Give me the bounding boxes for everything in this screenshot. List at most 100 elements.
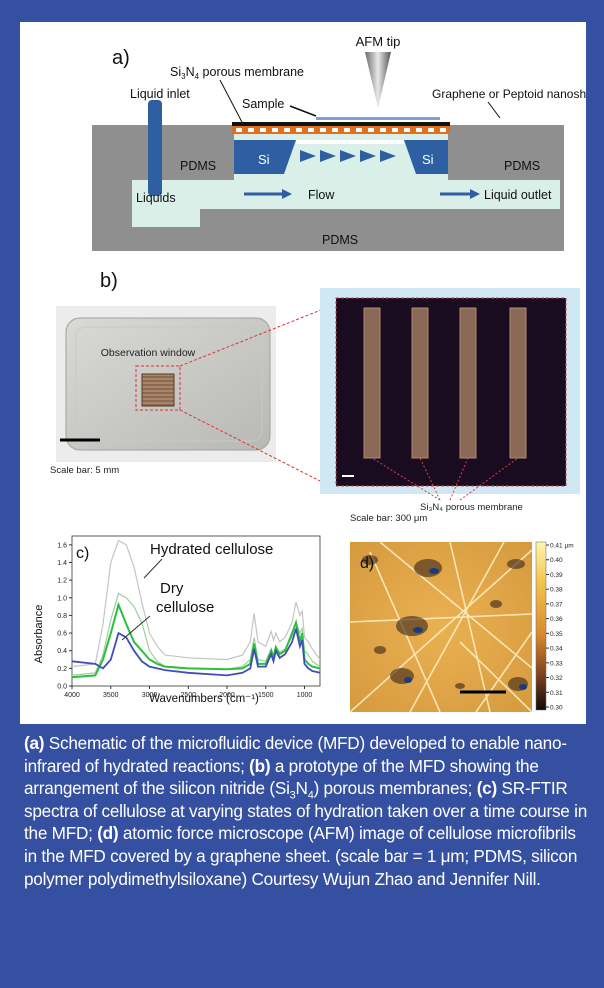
hydrated-label: Hydrated cellulose [150,541,273,558]
colorbar-tick-label: 0.39 [550,572,563,579]
sample-pointer [289,105,317,117]
colorbar-tick-label: 0.34 [550,646,563,653]
outlet-arrow-head [470,189,480,199]
zoom-box [135,365,181,411]
figure-caption: (a) Schematic of the microfluidic device… [24,732,588,890]
caption-sub-3: 3 [289,789,296,802]
colorbar-tick-label: 0.32 [550,675,563,682]
caption-a-label: (a) [24,733,45,753]
microfibrils [349,541,533,713]
y-tick-label: 1.6 [57,542,67,549]
membrane-pointers [371,457,519,501]
caption-a-text: Schematic of the microfluidic device (MF… [24,733,567,776]
spectrum-line-2 [71,592,321,676]
colorbar-tick-label: 0.35 [550,631,563,638]
x-tick-label: 1500 [258,692,274,699]
colorbar-tick-label: 0.36 [550,616,563,623]
zoom-line-bottom [179,409,327,485]
flow-arrows [300,150,396,162]
sample-label: Sample [242,97,284,111]
liquid-channel [132,180,560,227]
y-tick-label: 1.4 [57,560,67,567]
caption-b-text-1: a prototype of the MFD showing the arran… [24,755,539,799]
liquid-outlet-label: Liquid outlet [484,188,552,202]
panel-a-schematic: a) AFM tip Si3N4 porous membrane Sample … [92,34,603,251]
membrane-strip [232,126,450,134]
pdms-bottom-label: PDMS [322,233,358,247]
y-tick-label: 0.6 [57,631,67,638]
caption-sub-4: 4 [307,789,314,802]
x-tick-label: 2500 [180,692,196,699]
colorbar-tick-label: 0.40 [550,557,563,564]
liquids-label: Liquids [136,191,176,205]
afm-tip-label: AFM tip [356,34,401,49]
y-tick-label: 0.0 [57,684,67,691]
ftir-chart: 4000 3500 3000 2500 2000 1500 1000 0.0 0.2 0.4 0.6… [57,535,321,699]
si-block-right [404,140,448,174]
panel-d-label: d) [360,555,374,572]
y-tick-label: 0.2 [57,666,67,673]
caption-d-label: (d) [97,823,119,844]
membrane-top-layer [232,122,450,126]
nanosheet-label: Graphene or Peptoid nanosheet [432,87,586,101]
spectrum-line-4 [71,628,321,677]
panel-b-label: b) [100,270,118,292]
x-tick-label: 3500 [103,692,119,699]
caption-b-label: (b) [249,755,271,776]
dry-pointer [121,615,151,641]
colorbar-tick-label: 0.33 [550,660,563,667]
y-tick-label: 1.0 [57,595,67,602]
membrane-window [296,140,404,144]
x-axis-label: Wavenumbers (cm⁻¹) [149,693,259,705]
colorbar-tick-label: 0.31 [550,690,563,697]
dry-label-1: Dry [160,580,184,597]
afm-tip-icon [365,52,391,108]
membrane-pointer [219,79,245,127]
inlet-tube [148,100,162,196]
caption-c-label: (c) [476,778,498,799]
colorbar-tick-label: 0.41 μm [550,543,574,550]
plot-frame [71,535,321,687]
panel-c-spectra: 4000 3500 3000 2500 2000 1500 1000 0.0 0.2 0.4 0.6… [33,535,321,705]
membrane-chip [141,373,175,407]
hole-shadows [404,568,527,690]
dry-label-2: cellulose [156,599,214,616]
figure-panel: a) AFM tip Si3N4 porous membrane Sample … [20,22,603,724]
y-axis-label: Absorbance [33,605,45,664]
spectrum-line-1 [71,539,321,668]
panel-a-label: a) [112,47,130,69]
y-tick-label: 1.2 [57,578,67,585]
colorbar-tick-label: 0.37 [550,601,563,608]
y-tick-label: 0.8 [57,613,67,620]
y-tick-label: 0.4 [57,648,67,655]
device-inner [75,326,263,442]
x-tick-label: 2000 [219,692,235,699]
membrane-b-label: Si₃N₄ porous membrane [420,502,523,513]
colorbar-tick-label: 0.38 [550,587,563,594]
panel-d-afm: d) 0.41 μm0.400.390.380.370.360.350.340.… [349,541,574,713]
x-tick-label: 4000 [64,692,80,699]
spectrum-line-3 [71,601,321,679]
membrane-label: Si3N4 porous membrane [170,65,304,81]
caption-b-text-2: ) porous membranes; [313,778,477,799]
pdms-right-label: PDMS [504,159,540,173]
figure-svg: a) AFM tip Si3N4 porous membrane Sample … [33,34,603,713]
zoom-line-top [179,307,327,367]
colorbar-ticks: 0.41 μm 0.40 0.39 0.38 0.37 0.36 0.35 0.34 0.33 0… [546,543,574,712]
flow-label: Flow [308,188,335,202]
panel-b-prototype: b) Observation window Scale bar: 5 mm Si… [50,270,580,524]
si-right-label: Si [422,152,434,167]
nanosheet-pointer [487,101,501,119]
caption-n: N [295,778,308,799]
si-left-label: Si [258,152,270,167]
pdms-left-label: PDMS [180,159,216,173]
x-tick-label: 3000 [142,692,158,699]
x-tick-label: 1000 [297,692,313,699]
caption-c-text: SR-FTIR spectra of cellulose at varying … [24,778,588,844]
liquid-inlet-label: Liquid inlet [130,87,190,101]
flow-arrow-head [282,189,292,199]
caption-d-text: atomic force microscope (AFM) image of c… [24,823,578,889]
colorbar [535,541,547,711]
scale-left-label: Scale bar: 5 mm [50,465,119,476]
scale-right-label: Scale bar: 300 μm [350,513,427,524]
